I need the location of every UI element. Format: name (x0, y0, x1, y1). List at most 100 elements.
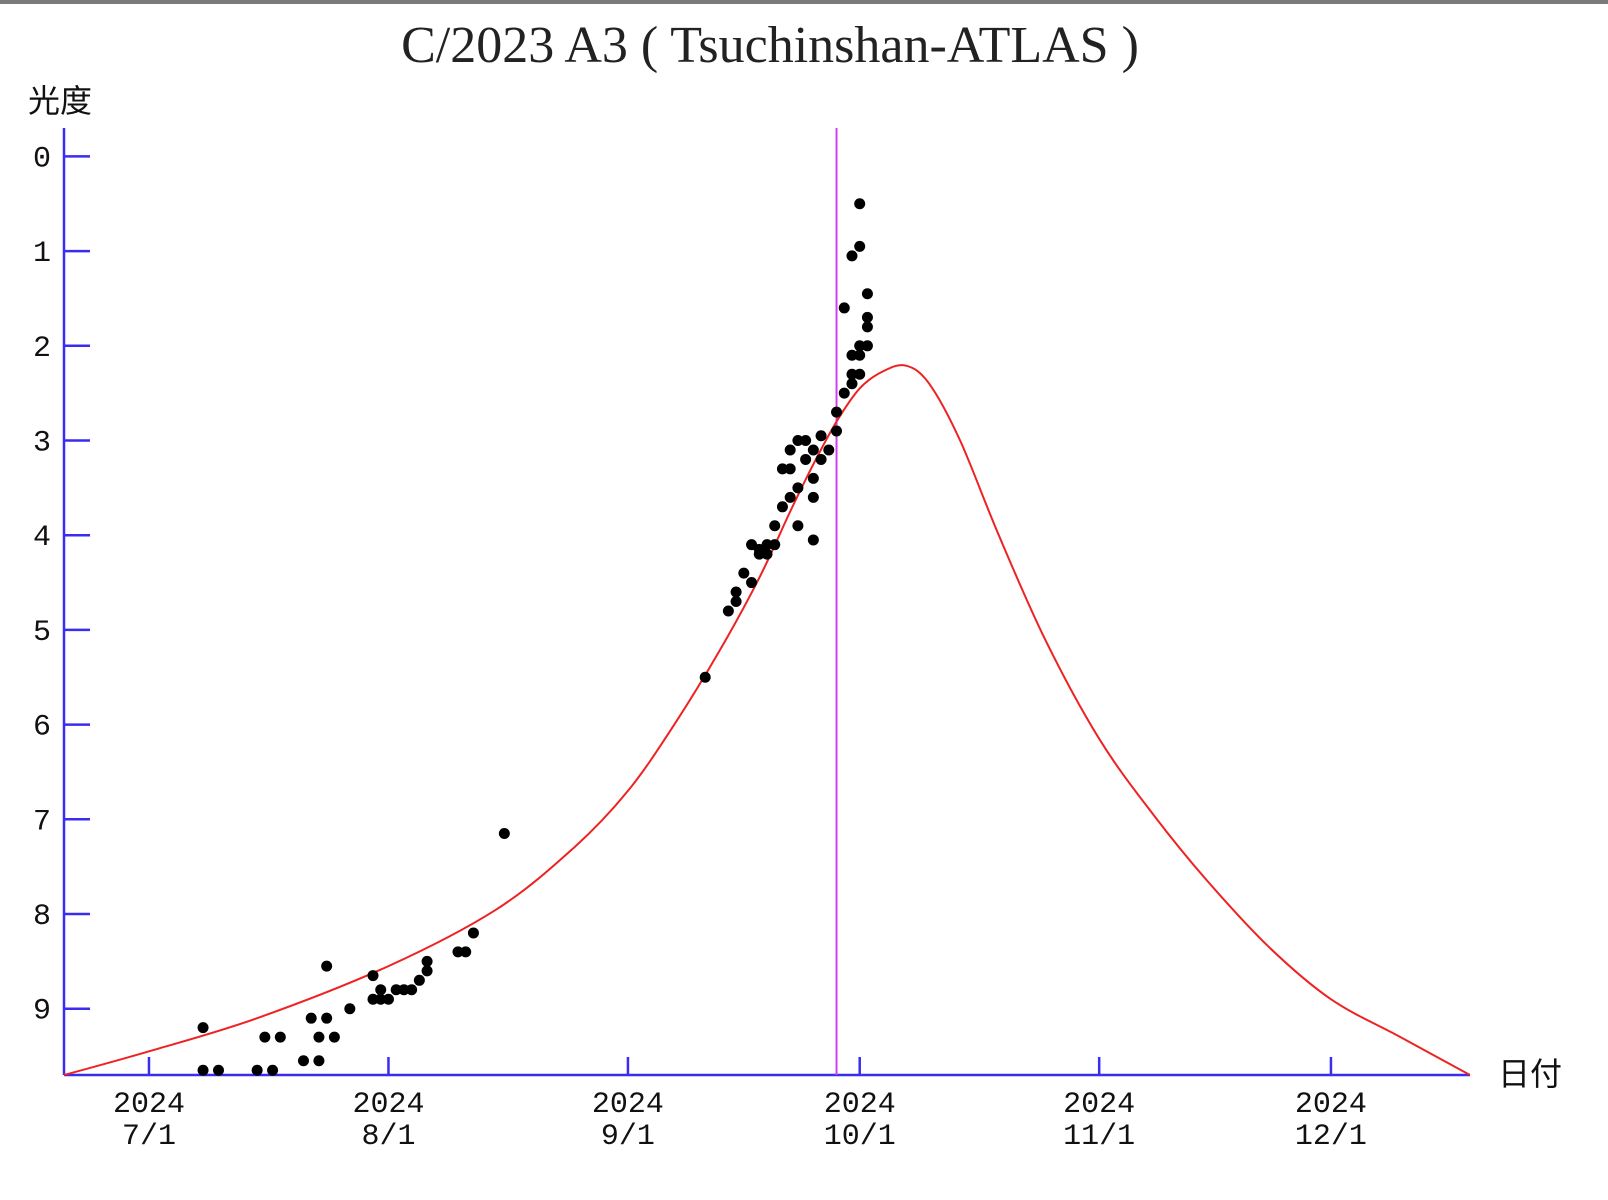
observation-point (854, 340, 866, 352)
y-ticks: 0 1 2 3 4 5 6 7 8 9 (33, 142, 90, 1029)
observation-point (854, 368, 866, 380)
y-tick-label: 6 (33, 711, 51, 745)
observation-point (251, 1064, 263, 1076)
observation-point (421, 965, 433, 977)
x-tick-date: 7/1 (122, 1120, 176, 1154)
observation-point (784, 444, 796, 456)
observation-point (328, 1031, 340, 1043)
x-tick-year: 2024 (824, 1088, 896, 1122)
observation-point (406, 984, 418, 996)
observation-point (305, 1012, 317, 1024)
observation-point (792, 482, 804, 494)
observation-point (846, 368, 858, 380)
y-tick-label: 2 (33, 332, 51, 366)
observation-point (846, 349, 858, 361)
x-tick-year: 2024 (352, 1088, 424, 1122)
y-tick-label: 7 (33, 805, 51, 839)
x-tick-year: 2024 (1295, 1088, 1367, 1122)
observation-point (297, 1055, 309, 1067)
observation-point (769, 520, 781, 532)
observation-point (807, 491, 819, 503)
model-curve (63, 364, 1471, 1076)
observation-point (274, 1031, 286, 1043)
observation-point (846, 250, 858, 262)
observation-point (375, 984, 387, 996)
observation-point (467, 927, 479, 939)
observation-point (831, 425, 843, 437)
observation-point (815, 430, 827, 442)
observation-point (861, 288, 873, 300)
observation-point (390, 984, 402, 996)
observation-point (761, 548, 773, 560)
observation-point (730, 586, 742, 598)
x-tick-date: 9/1 (601, 1120, 655, 1154)
observation-point (375, 993, 387, 1005)
observation-points (197, 198, 873, 1076)
axes (62, 128, 1470, 1077)
observation-point (854, 198, 866, 210)
x-axis-label: 日付 (1498, 1055, 1562, 1093)
y-tick-label: 8 (33, 900, 51, 934)
x-tick-year: 2024 (592, 1088, 664, 1122)
x-tick-date: 10/1 (824, 1120, 896, 1154)
chart-title: C/2023 A3 ( Tsuchinshan-ATLAS ) (401, 17, 1139, 74)
observation-point (769, 539, 781, 551)
observation-point (460, 946, 472, 958)
x-ticks: 20247/120248/120249/1202410/1202411/1202… (113, 1057, 1367, 1154)
observation-point (344, 1003, 356, 1015)
observation-point (452, 946, 464, 958)
observation-point (792, 520, 804, 532)
observation-point (398, 984, 410, 996)
observation-point (321, 1012, 333, 1024)
x-tick-year: 2024 (113, 1088, 185, 1122)
x-tick-date: 11/1 (1063, 1120, 1135, 1154)
observation-point (730, 596, 742, 607)
observation-point (382, 993, 394, 1005)
y-tick-label: 4 (33, 521, 51, 555)
y-tick-label: 5 (33, 616, 51, 650)
observation-point (259, 1031, 271, 1043)
observation-point (738, 567, 750, 579)
observation-point (197, 1022, 209, 1034)
observation-point (267, 1064, 279, 1076)
observation-point (197, 1064, 209, 1076)
x-tick-date: 12/1 (1295, 1120, 1367, 1154)
model-curve-line (63, 364, 1471, 1076)
observation-point (784, 491, 796, 503)
observation-point (823, 444, 835, 456)
observation-point (213, 1064, 225, 1076)
observation-point (776, 463, 788, 475)
observation-point (722, 605, 734, 617)
observation-point (498, 828, 510, 840)
observation-point (846, 378, 858, 390)
x-tick-date: 8/1 (361, 1120, 415, 1154)
y-tick-label: 1 (33, 237, 51, 271)
observation-point (321, 960, 333, 972)
observation-point (861, 321, 873, 333)
observation-point (831, 406, 843, 418)
observation-point (854, 240, 866, 252)
y-tick-label: 0 (33, 142, 51, 176)
observation-point (815, 453, 827, 465)
observation-point (421, 955, 433, 967)
observation-point (838, 387, 850, 399)
observation-point (313, 1055, 325, 1067)
observation-point (784, 463, 796, 475)
observation-point (807, 472, 819, 484)
y-tick-label: 9 (33, 995, 51, 1029)
observation-point (367, 993, 379, 1005)
observation-point (861, 340, 873, 352)
observation-point (367, 970, 379, 982)
x-tick-year: 2024 (1063, 1088, 1135, 1122)
observation-point (699, 671, 711, 683)
observation-point (861, 311, 873, 323)
y-axis-label: 光度 (28, 82, 92, 120)
observation-point (800, 435, 812, 447)
observation-point (746, 577, 758, 589)
observation-point (838, 302, 850, 314)
y-tick-label: 3 (33, 427, 51, 461)
observation-point (792, 435, 804, 447)
observation-point (313, 1031, 325, 1043)
observation-point (854, 349, 866, 361)
